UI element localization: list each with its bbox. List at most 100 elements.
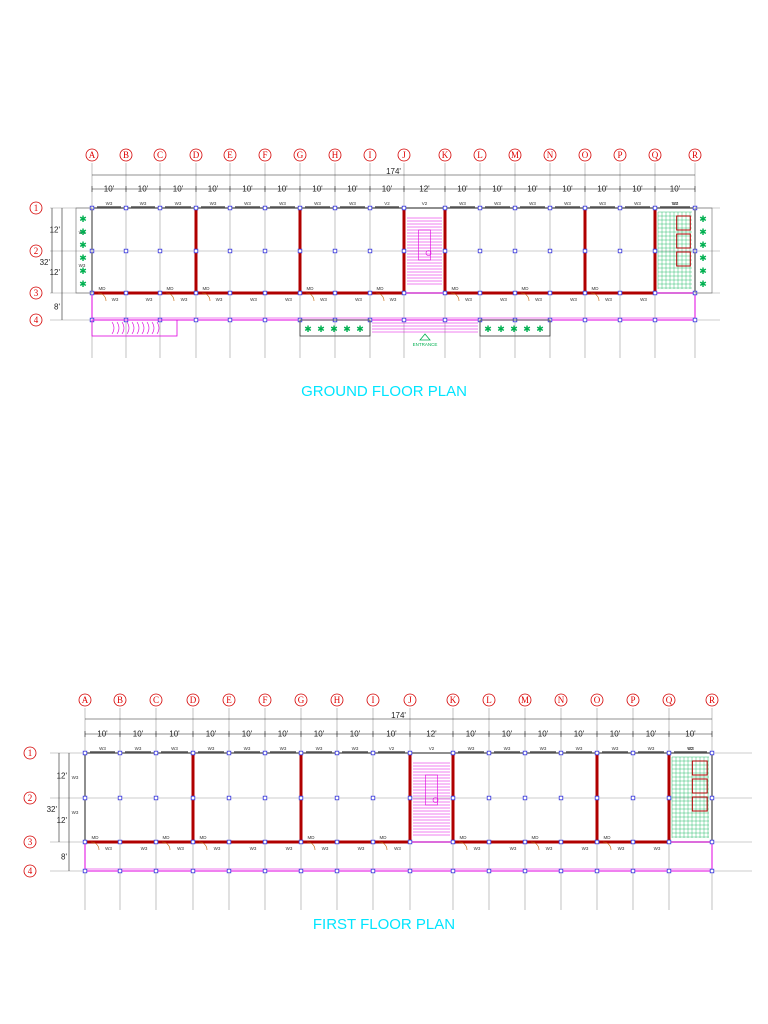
- plant-icon: ✱: [356, 324, 364, 334]
- bay-dimension: 10': [278, 730, 289, 739]
- plant-icon: ✱: [699, 214, 707, 224]
- structural-column: [298, 868, 304, 874]
- structural-column: [298, 750, 304, 756]
- side-dimension: 12': [50, 268, 61, 277]
- row-label-circle: [29, 201, 43, 215]
- window-tag: V2: [389, 746, 395, 751]
- structural-column: [450, 795, 456, 801]
- door-tag: MD: [532, 835, 540, 840]
- column-label-circle: [648, 148, 662, 162]
- structural-column: [370, 750, 376, 756]
- structural-column: [193, 290, 199, 296]
- column-label: O: [582, 150, 589, 160]
- door-swing: [450, 292, 460, 302]
- window-tag: W3: [216, 297, 223, 302]
- toilet-cubicle: [691, 778, 708, 794]
- structural-column: [582, 205, 588, 211]
- window-tag: W3: [465, 297, 472, 302]
- structural-column: [709, 750, 715, 756]
- structural-column: [582, 248, 588, 254]
- column-label-circle: [119, 148, 133, 162]
- window-tag: W3: [250, 846, 257, 851]
- column-label: G: [298, 695, 305, 705]
- window-tag: W3: [181, 297, 188, 302]
- structural-column: [262, 795, 268, 801]
- plant-icon: ✱: [79, 214, 87, 224]
- column-label-circle: [258, 693, 272, 707]
- window-tag: W3: [570, 297, 577, 302]
- door-swing: [520, 292, 530, 302]
- door-swing: [90, 841, 100, 851]
- row-label: 1: [28, 748, 33, 758]
- bay-dimension: 10': [685, 730, 696, 739]
- landscape-strip: [75, 207, 93, 294]
- structural-column: [193, 317, 199, 323]
- window-tag: W3: [135, 746, 142, 751]
- bay-dimension: 10': [242, 185, 253, 194]
- structural-column: [370, 839, 376, 845]
- column-label: A: [89, 150, 96, 160]
- structural-column: [547, 290, 553, 296]
- window-tag: V2: [672, 201, 678, 206]
- bay-dimension: 10': [138, 185, 149, 194]
- column-label-circle: [78, 693, 92, 707]
- window-tag: W3: [140, 201, 147, 206]
- structural-column: [401, 290, 407, 296]
- window-tag: W3: [349, 201, 356, 206]
- structural-column: [227, 205, 233, 211]
- structural-column: [227, 317, 233, 323]
- first-floor-plan: A B C D E F G H I J K L M N O P Q R 1 2 3 4 174' 10' 10' 10' 10' 10…: [23, 693, 752, 910]
- structural-column: [486, 839, 492, 845]
- column-label: D: [190, 695, 197, 705]
- column-label-circle: [518, 693, 532, 707]
- structural-column: [442, 205, 448, 211]
- structural-column: [617, 205, 623, 211]
- column-label-circle: [85, 148, 99, 162]
- structural-column: [522, 839, 528, 845]
- structural-column: [666, 795, 672, 801]
- structural-column: [226, 795, 232, 801]
- overall-dimension: 174': [386, 167, 401, 176]
- column-label: Q: [666, 695, 673, 705]
- row-label-circle: [29, 286, 43, 300]
- column-label: K: [450, 695, 457, 705]
- structural-column: [298, 795, 304, 801]
- structural-column: [442, 290, 448, 296]
- window-tag: W3: [210, 201, 217, 206]
- ramp-outline: [91, 319, 178, 337]
- stair-marker: [425, 250, 432, 256]
- structural-column: [450, 750, 456, 756]
- column-label-circle: [482, 693, 496, 707]
- bay-dimension: 10': [466, 730, 477, 739]
- column-label: H: [332, 150, 339, 160]
- side-dimension: 8': [54, 303, 60, 312]
- column-label: J: [408, 695, 412, 705]
- window-tag: W3: [99, 746, 106, 751]
- window-tag: W3: [468, 746, 475, 751]
- plant-icon: ✱: [304, 324, 312, 334]
- column-label: B: [123, 150, 129, 160]
- toilet-cubicle: [676, 215, 691, 231]
- structural-column: [450, 868, 456, 874]
- row-label-circle: [23, 864, 37, 878]
- column-label: L: [486, 695, 492, 705]
- ramp-step: [111, 321, 115, 335]
- structural-column: [442, 248, 448, 254]
- row-label-circle: [29, 313, 43, 327]
- column-label: N: [558, 695, 565, 705]
- column-label-circle: [366, 693, 380, 707]
- window-tag: W3: [316, 746, 323, 751]
- column-label: P: [630, 695, 635, 705]
- structural-column: [334, 750, 340, 756]
- structural-column: [594, 750, 600, 756]
- plant-icon: ✱: [79, 240, 87, 250]
- structural-column: [666, 868, 672, 874]
- toilet-cubicle: [676, 251, 691, 267]
- toilet-cubicle: [676, 233, 691, 249]
- side-dimension-total: 32': [40, 258, 51, 267]
- window-tag: W3: [648, 746, 655, 751]
- structural-column: [486, 868, 492, 874]
- column-label: G: [297, 150, 304, 160]
- plant-icon: ✱: [79, 227, 87, 237]
- window-tag: W3: [208, 746, 215, 751]
